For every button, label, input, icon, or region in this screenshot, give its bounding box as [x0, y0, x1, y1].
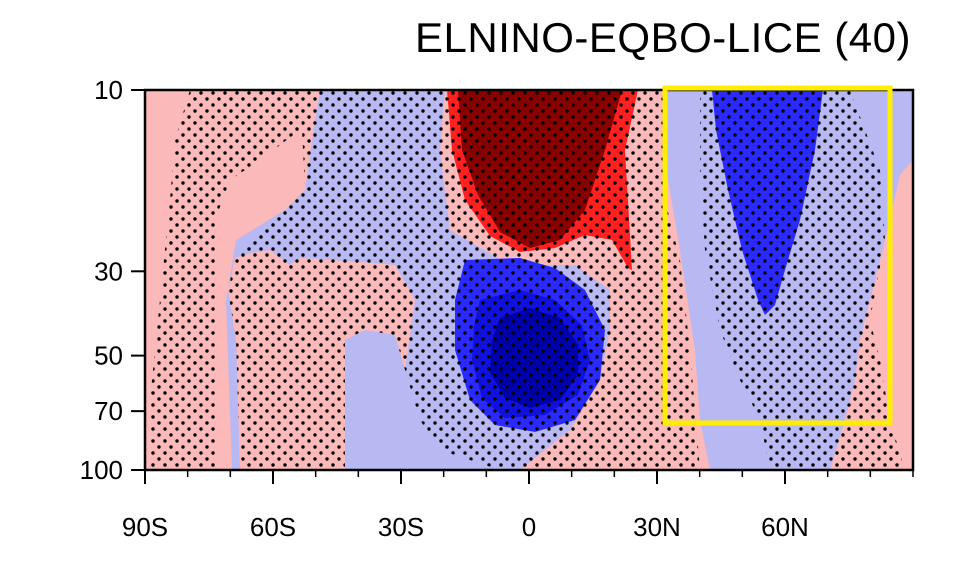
stipple-region-right — [700, 90, 905, 470]
x-tick-label: 30S — [378, 512, 424, 542]
stipple-region-center — [228, 90, 700, 470]
y-tick-label: 70 — [94, 396, 123, 426]
x-tick-label: 30N — [633, 512, 681, 542]
chart-title: ELNINO-EQBO-LICE (40) — [415, 14, 911, 61]
y-tick-label: 50 — [94, 341, 123, 371]
y-tick-label: 10 — [94, 75, 123, 105]
y-tick-label: 30 — [94, 256, 123, 286]
highlight-box — [662, 85, 893, 426]
x-tick-label: 60N — [761, 512, 809, 542]
x-tick-label: 90S — [122, 512, 168, 542]
x-tick-label: 0 — [522, 512, 536, 542]
x-tick-label: 60S — [250, 512, 296, 542]
y-tick-label: 100 — [80, 455, 123, 485]
axes-group: 90S 60S 30S 0 30N 60N 10 30 50 70 100 — [80, 75, 914, 542]
stipple-region-left — [150, 90, 300, 470]
